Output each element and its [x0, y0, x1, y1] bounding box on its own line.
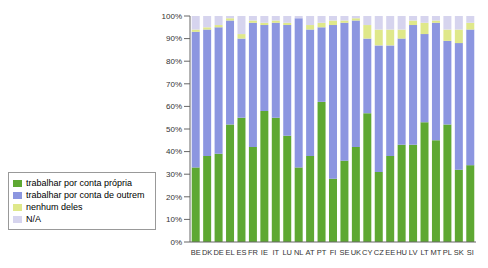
svg-text:SI: SI: [467, 248, 474, 257]
svg-text:CZ: CZ: [374, 248, 384, 257]
svg-text:30%: 30%: [166, 170, 182, 179]
svg-text:ES: ES: [236, 248, 246, 257]
svg-text:EL: EL: [225, 248, 234, 257]
svg-text:BE: BE: [191, 248, 201, 257]
svg-text:DK: DK: [202, 248, 212, 257]
svg-text:PT: PT: [317, 248, 327, 257]
svg-text:100%: 100%: [162, 12, 182, 21]
svg-text:FR: FR: [248, 248, 259, 257]
svg-text:80%: 80%: [166, 57, 182, 66]
svg-text:IE: IE: [261, 248, 268, 257]
svg-text:0%: 0%: [170, 238, 182, 247]
svg-text:40%: 40%: [166, 147, 182, 156]
svg-text:AT: AT: [306, 248, 315, 257]
svg-text:MT: MT: [431, 248, 442, 257]
html-text:trabalhar por conta própria: trabalhar por conta própria: [26, 178, 133, 188]
svg-text:DE: DE: [213, 248, 223, 257]
svg-text:HU: HU: [396, 248, 407, 257]
html-text:nenhum deles: nenhum deles: [26, 202, 83, 212]
svg-text:SE: SE: [339, 248, 349, 257]
svg-text:FI: FI: [330, 248, 337, 257]
svg-text:EE: EE: [385, 248, 395, 257]
svg-text:PL: PL: [443, 248, 452, 257]
svg-text:LT: LT: [420, 248, 429, 257]
html-text:trabalhar por conta de outrem: trabalhar por conta de outrem: [26, 190, 145, 200]
svg-text:NL: NL: [294, 248, 304, 257]
svg-text:IT: IT: [272, 248, 279, 257]
svg-text:70%: 70%: [166, 80, 182, 89]
svg-text:LU: LU: [282, 248, 292, 257]
svg-text:50%: 50%: [166, 125, 182, 134]
svg-text:90%: 90%: [166, 34, 182, 43]
svg-text:10%: 10%: [166, 215, 182, 224]
html-text:N/A: N/A: [26, 214, 41, 224]
svg-text:LV: LV: [409, 248, 418, 257]
svg-text:SK: SK: [454, 248, 464, 257]
svg-text:UK: UK: [351, 248, 361, 257]
svg-text:CY: CY: [362, 248, 372, 257]
svg-text:60%: 60%: [166, 102, 182, 111]
svg-text:20%: 20%: [166, 193, 182, 202]
